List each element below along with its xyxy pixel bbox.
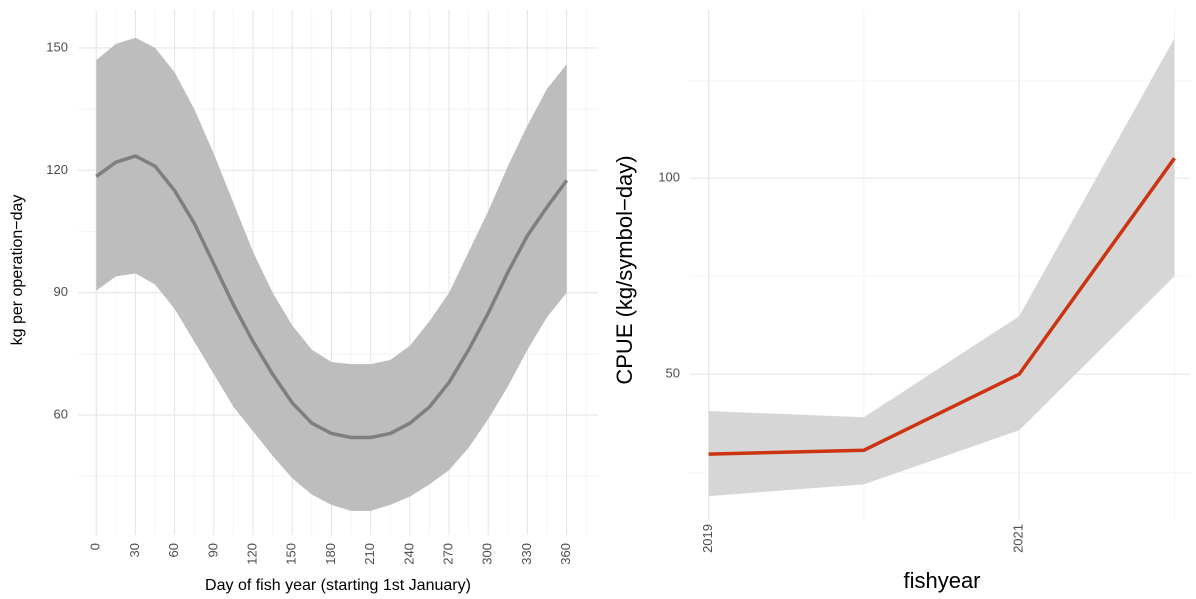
confidence-band — [96, 37, 567, 511]
confidence-band — [708, 38, 1175, 497]
x-tick-label: 2019 — [700, 524, 715, 553]
x-tick-label: 60 — [166, 543, 181, 557]
x-tick-label: 240 — [401, 543, 416, 565]
y-tick-label: 60 — [54, 407, 68, 422]
y-axis-label: CPUE (kg/symbol−day) — [612, 155, 637, 384]
x-tick-label: 270 — [440, 543, 455, 565]
x-tick-label: 300 — [480, 543, 495, 565]
x-tick-label: 330 — [519, 543, 534, 565]
y-tick-label: 90 — [54, 284, 68, 299]
x-axis-label: Day of fish year (starting 1st January) — [205, 577, 471, 594]
x-tick-label: 2021 — [1011, 524, 1026, 553]
x-axis-label: fishyear — [903, 568, 980, 593]
line — [95, 154, 569, 440]
x-tick-label: 90 — [205, 543, 220, 557]
line — [708, 157, 1176, 456]
x-tick-label: 180 — [323, 543, 338, 565]
x-tick-label: 120 — [245, 543, 260, 565]
y-tick-label: 50 — [666, 366, 680, 381]
y-tick-label: 100 — [658, 170, 680, 185]
x-tick-label: 210 — [362, 543, 377, 565]
x-tick-label: 0 — [88, 543, 103, 550]
x-tick-label: 360 — [558, 543, 573, 565]
y-tick-label: 120 — [46, 162, 68, 177]
y-tick-label: 150 — [46, 39, 68, 54]
x-tick-label: 30 — [127, 543, 142, 557]
x-tick-label: 150 — [284, 543, 299, 565]
y-axis-label: kg per operation−day — [9, 195, 26, 346]
